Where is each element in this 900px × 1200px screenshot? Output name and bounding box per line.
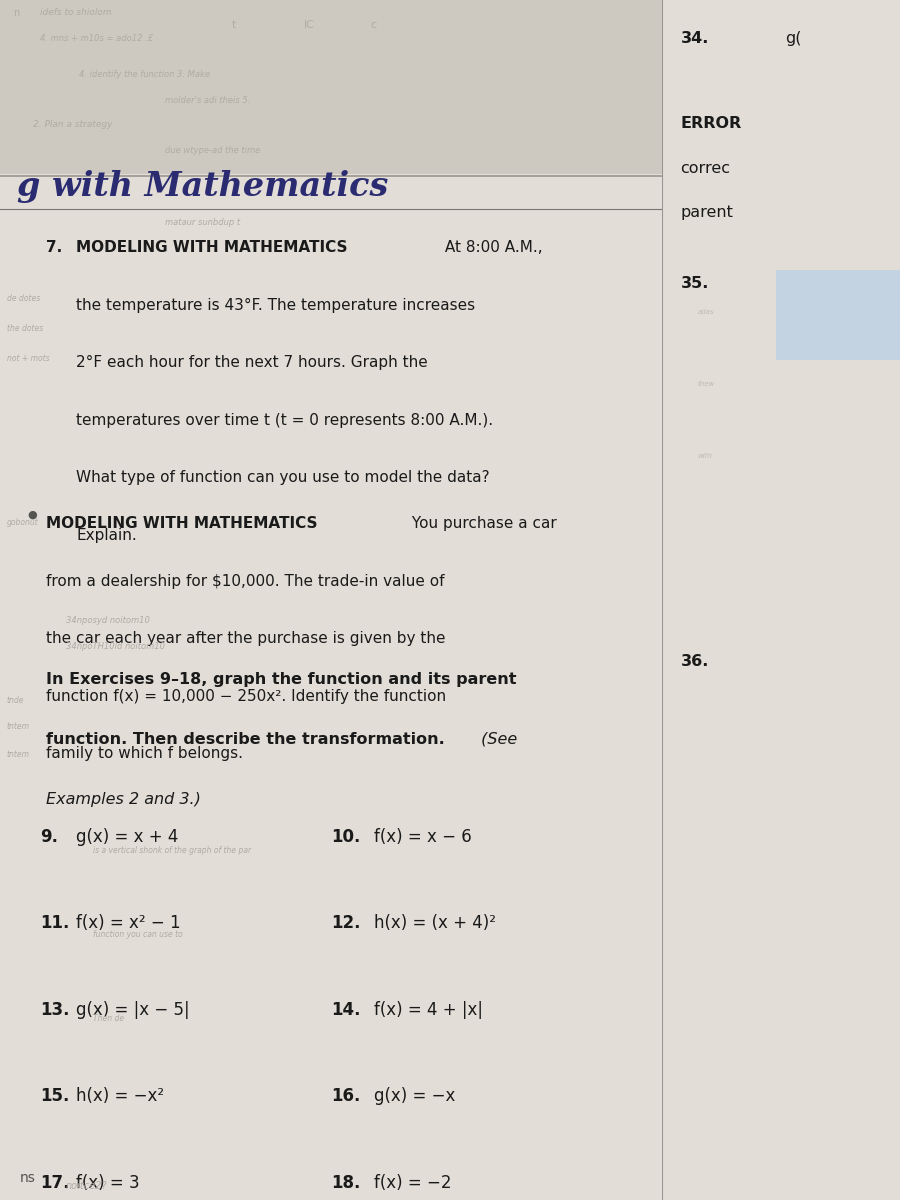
Text: tnde: tnde [6, 696, 24, 704]
Text: with: with [698, 452, 712, 458]
Text: tntem: tntem [6, 722, 30, 731]
Text: 4. mns + m10s = ado12 .£: 4. mns + m10s = ado12 .£ [40, 34, 153, 43]
Text: idefs to shiolom: idefs to shiolom [40, 8, 112, 17]
Text: 36.: 36. [680, 654, 709, 670]
Text: 7.: 7. [46, 240, 63, 254]
Text: 34nposyd noitom10: 34nposyd noitom10 [67, 616, 150, 624]
Text: gobonut: gobonut [6, 518, 39, 528]
Text: 14.: 14. [331, 1001, 360, 1019]
Text: ns: ns [20, 1171, 36, 1186]
Text: is a vertical shonk of the graph of the par: is a vertical shonk of the graph of the … [93, 846, 251, 854]
Text: Explain.: Explain. [76, 528, 137, 542]
Text: function f(x) = 10,000 − 250x². Identify the function: function f(x) = 10,000 − 250x². Identify… [46, 689, 446, 703]
Text: 13.: 13. [40, 1001, 69, 1019]
Text: correc: correc [680, 161, 731, 175]
Text: noitce2?: noitce2? [67, 1181, 108, 1190]
Text: g(: g( [786, 31, 802, 46]
Text: f(x) = 3: f(x) = 3 [76, 1174, 140, 1192]
Text: (See: (See [476, 732, 518, 746]
Bar [0, 0, 662, 174]
Text: molder's adi theis 5.: molder's adi theis 5. [166, 96, 251, 104]
Text: h(x) = (x + 4)²: h(x) = (x + 4)² [374, 914, 496, 932]
Text: Examples 2 and 3.): Examples 2 and 3.) [46, 792, 202, 808]
Text: the car each year after the purchase is given by the: the car each year after the purchase is … [46, 631, 446, 646]
Text: 15.: 15. [40, 1087, 69, 1105]
Text: 12.: 12. [331, 914, 360, 932]
Text: IC: IC [304, 20, 315, 30]
Text: Then de: Then de [93, 1014, 123, 1022]
Text: de dotes: de dotes [6, 294, 40, 302]
Text: ●: ● [28, 510, 38, 520]
Text: f(x) = x² − 1: f(x) = x² − 1 [76, 914, 181, 932]
Text: g(x) = −x: g(x) = −x [374, 1087, 455, 1105]
Text: 11.: 11. [40, 914, 69, 932]
Text: MODELING WITH MATHEMATICS: MODELING WITH MATHEMATICS [76, 240, 347, 254]
Text: t: t [231, 20, 236, 30]
Text: not + mots: not + mots [6, 354, 50, 362]
Text: MODELING WITH MATHEMATICS: MODELING WITH MATHEMATICS [46, 516, 318, 530]
Text: 35.: 35. [680, 276, 709, 290]
Text: mataur sunbdup t: mataur sunbdup t [166, 218, 240, 228]
Text: g(x) = |x − 5|: g(x) = |x − 5| [76, 1001, 190, 1019]
Text: h(x) = −x²: h(x) = −x² [76, 1087, 164, 1105]
Text: 9.: 9. [40, 828, 58, 846]
Text: 34npoTH10ld noitom10: 34npoTH10ld noitom10 [67, 642, 166, 650]
Text: from a dealership for $10,000. The trade-in value of: from a dealership for $10,000. The trade… [46, 574, 445, 589]
Text: c: c [371, 20, 376, 30]
Text: function. Then describe the transformation.: function. Then describe the transformati… [46, 732, 446, 746]
Text: f(x) = x − 6: f(x) = x − 6 [374, 828, 472, 846]
Text: 17.: 17. [40, 1174, 69, 1192]
Text: family to which f belongs.: family to which f belongs. [46, 746, 243, 762]
Text: f(x) = −2: f(x) = −2 [374, 1174, 451, 1192]
Text: n: n [14, 8, 20, 18]
Text: adas: adas [698, 308, 714, 314]
Text: 4. identify the function 3. Make: 4. identify the function 3. Make [79, 70, 211, 79]
Text: the dotes: the dotes [6, 324, 43, 332]
Text: the temperature is 43°F. The temperature increases: the temperature is 43°F. The temperature… [76, 298, 475, 313]
Text: thew: thew [698, 382, 715, 386]
Text: 2. Plan a strategy: 2. Plan a strategy [33, 120, 112, 128]
Text: g(x) = x + 4: g(x) = x + 4 [76, 828, 178, 846]
Text: In Exercises 9–18, graph the function and its parent: In Exercises 9–18, graph the function an… [46, 672, 517, 686]
Text: 16.: 16. [331, 1087, 360, 1105]
Text: 2°F each hour for the next 7 hours. Graph the: 2°F each hour for the next 7 hours. Grap… [76, 355, 427, 371]
Text: function you can use to: function you can use to [93, 930, 183, 938]
Text: What type of function can you use to model the data?: What type of function can you use to mod… [76, 470, 490, 485]
Text: You purchase a car: You purchase a car [407, 516, 556, 530]
Text: ERROR: ERROR [680, 116, 742, 131]
Text: At 8:00 A.M.,: At 8:00 A.M., [440, 240, 543, 254]
Text: parent: parent [680, 205, 733, 221]
Bar [776, 270, 900, 360]
Text: temperatures over time t (t = 0 represents 8:00 A.M.).: temperatures over time t (t = 0 represen… [76, 413, 493, 427]
Text: 34.: 34. [680, 31, 709, 46]
Text: 18.: 18. [331, 1174, 360, 1192]
Text: 10.: 10. [331, 828, 360, 846]
Text: tntem: tntem [6, 750, 30, 758]
Text: due wtype-ad the time: due wtype-ad the time [166, 146, 261, 156]
Text: g with Mathematics: g with Mathematics [16, 170, 388, 203]
Text: f(x) = 4 + |x|: f(x) = 4 + |x| [374, 1001, 482, 1019]
